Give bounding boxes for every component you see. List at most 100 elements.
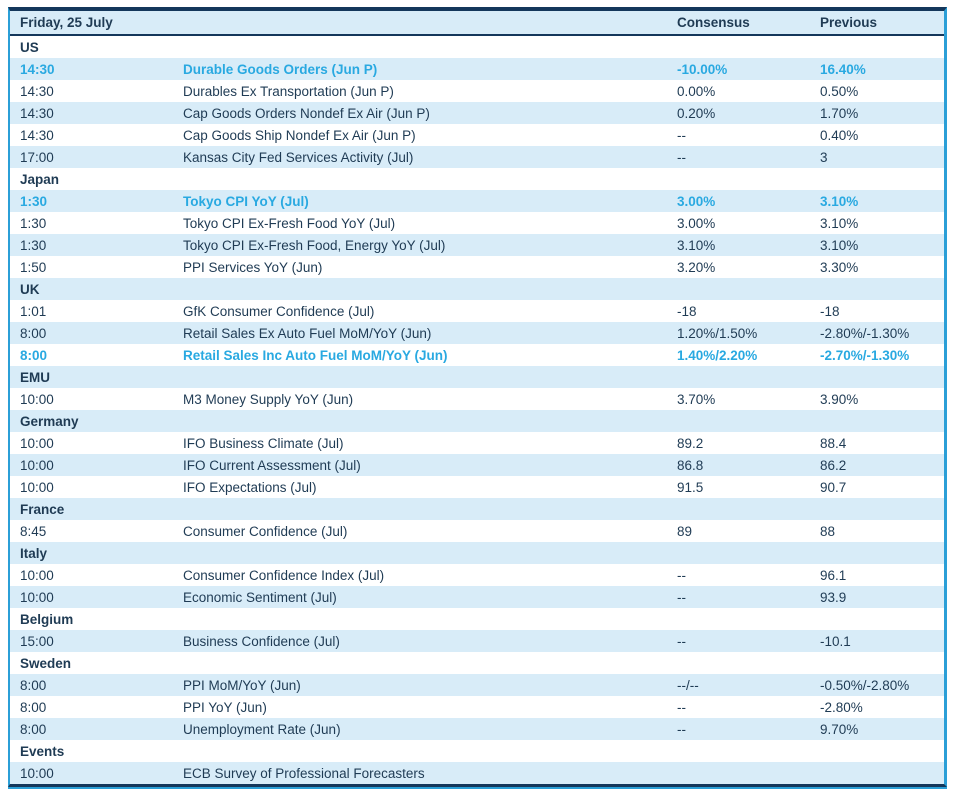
consensus-value: --	[677, 567, 686, 583]
previous-value: 90.7	[820, 479, 847, 495]
section-header-belgium: Belgium	[10, 608, 944, 630]
event-row: 1:30 Tokyo CPI Ex-Fresh Food, Energy YoY …	[10, 234, 944, 256]
event-name: Consumer Confidence (Jul)	[183, 523, 348, 539]
event-time: 10:00	[20, 567, 54, 583]
section-header-sweden: Sweden	[10, 652, 944, 674]
previous-value: 3.30%	[820, 259, 859, 275]
consensus-value: --	[677, 699, 686, 715]
economic-calendar-table: Friday, 25 July Consensus Previous US 14:…	[8, 7, 947, 787]
section-header-us: US	[10, 36, 944, 58]
event-name: Economic Sentiment (Jul)	[183, 589, 337, 605]
event-time: 8:45	[20, 523, 47, 539]
event-time: 17:00	[20, 149, 54, 165]
event-time: 14:30	[20, 83, 54, 99]
consensus-value: --	[677, 589, 686, 605]
consensus-value: 1.20%/1.50%	[677, 325, 758, 341]
event-time: 10:00	[20, 765, 54, 781]
section-header-uk: UK	[10, 278, 944, 300]
event-row: 10:00 ECB Survey of Professional Forecast…	[10, 762, 944, 784]
previous-value: -2.80%	[820, 699, 863, 715]
previous-value: 3.10%	[820, 193, 859, 209]
event-row: 8:00 PPI MoM/YoY (Jun) --/-- -0.50%/-2.80%	[10, 674, 944, 696]
event-time: 1:30	[20, 193, 48, 209]
event-name: GfK Consumer Confidence (Jul)	[183, 303, 375, 319]
event-time: 14:30	[20, 127, 54, 143]
previous-value: 3	[820, 149, 828, 165]
event-name: Durable Goods Orders (Jun P)	[183, 61, 378, 77]
event-time: 10:00	[20, 457, 54, 473]
event-time: 10:00	[20, 435, 54, 451]
event-name: Durables Ex Transportation (Jun P)	[183, 83, 394, 99]
consensus-value: 1.40%/2.20%	[677, 347, 758, 363]
section-label: France	[20, 501, 65, 517]
event-row: 1:50 PPI Services YoY (Jun) 3.20% 3.30%	[10, 256, 944, 278]
event-time: 10:00	[20, 391, 54, 407]
event-name: ECB Survey of Professional Forecasters	[183, 765, 425, 781]
event-row: 8:45 Consumer Confidence (Jul) 89 88	[10, 520, 944, 542]
section-label: Japan	[20, 171, 60, 187]
consensus-value: --/--	[677, 677, 699, 693]
event-row: 10:00 M3 Money Supply YoY (Jun) 3.70% 3.90%	[10, 388, 944, 410]
section-label: Events	[20, 743, 65, 759]
previous-value: 1.70%	[820, 105, 859, 121]
section-label: Sweden	[20, 655, 72, 671]
consensus-value: 91.5	[677, 479, 704, 495]
previous-value: 88	[820, 523, 836, 539]
table-body: US 14:30 Durable Goods Orders (Jun P) -10.0…	[10, 36, 944, 784]
event-row: 10:00 Economic Sentiment (Jul) -- 93.9	[10, 586, 944, 608]
event-name: PPI Services YoY (Jun)	[183, 259, 323, 275]
consensus-value: 3.10%	[677, 237, 716, 253]
section-header-japan: Japan	[10, 168, 944, 190]
event-row: 14:30 Durable Goods Orders (Jun P) -10.00%…	[10, 58, 944, 80]
event-row: 8:00 Retail Sales Ex Auto Fuel MoM/YoY (J…	[10, 322, 944, 344]
section-header-events: Events	[10, 740, 944, 762]
consensus-value: 89.2	[677, 435, 704, 451]
event-row: 10:00 IFO Current Assessment (Jul) 86.8 86.…	[10, 454, 944, 476]
event-time: 10:00	[20, 479, 54, 495]
previous-value: -10.1	[820, 633, 851, 649]
section-label: Belgium	[20, 611, 74, 627]
event-name: M3 Money Supply YoY (Jun)	[183, 391, 354, 407]
event-name: PPI MoM/YoY (Jun)	[183, 677, 301, 693]
consensus-value: --	[677, 633, 686, 649]
event-row: 17:00 Kansas City Fed Services Activity (…	[10, 146, 944, 168]
event-time: 14:30	[20, 105, 54, 121]
event-row: 8:00 Unemployment Rate (Jun) -- 9.70%	[10, 718, 944, 740]
event-time: 15:00	[20, 633, 54, 649]
previous-value: 0.50%	[820, 83, 859, 99]
event-time: 10:00	[20, 589, 54, 605]
event-time: 8:00	[20, 699, 47, 715]
previous-value: 3.10%	[820, 215, 859, 231]
previous-value: 9.70%	[820, 721, 859, 737]
event-name: IFO Business Climate (Jul)	[183, 435, 344, 451]
event-row: 10:00 IFO Business Climate (Jul) 89.2 88.4	[10, 432, 944, 454]
event-name: Unemployment Rate (Jun)	[183, 721, 341, 737]
event-name: Retail Sales Ex Auto Fuel MoM/YoY (Jun)	[183, 325, 432, 341]
event-name: IFO Expectations (Jul)	[183, 479, 317, 495]
consensus-column-header: Consensus	[677, 15, 750, 30]
consensus-value: 3.00%	[677, 193, 716, 209]
event-row: 14:30 Cap Goods Ship Nondef Ex Air (Jun P…	[10, 124, 944, 146]
consensus-value: 3.20%	[677, 259, 716, 275]
event-name: Consumer Confidence Index (Jul)	[183, 567, 385, 583]
event-time: 8:00	[20, 325, 47, 341]
event-row: 8:00 PPI YoY (Jun) -- -2.80%	[10, 696, 944, 718]
section-label: UK	[20, 281, 40, 297]
consensus-value: 86.8	[677, 457, 704, 473]
event-row: 1:30 Tokyo CPI Ex-Fresh Food YoY (Jul) 3.0…	[10, 212, 944, 234]
event-time: 1:01	[20, 303, 47, 319]
previous-value: 16.40%	[820, 61, 866, 77]
consensus-value: 89	[677, 523, 693, 539]
event-name: Business Confidence (Jul)	[183, 633, 340, 649]
previous-value: 96.1	[820, 567, 847, 583]
section-header-italy: Italy	[10, 542, 944, 564]
section-label: EMU	[20, 369, 50, 385]
event-time: 8:00	[20, 347, 48, 363]
event-row: 1:01 GfK Consumer Confidence (Jul) -18 -18	[10, 300, 944, 322]
event-time: 14:30	[20, 61, 55, 77]
event-name: Tokyo CPI Ex-Fresh Food YoY (Jul)	[183, 215, 396, 231]
event-row: 14:30 Durables Ex Transportation (Jun P) 0…	[10, 80, 944, 102]
consensus-value: 0.00%	[677, 83, 716, 99]
event-name: Tokyo CPI YoY (Jul)	[183, 193, 309, 209]
event-time: 1:30	[20, 237, 47, 253]
